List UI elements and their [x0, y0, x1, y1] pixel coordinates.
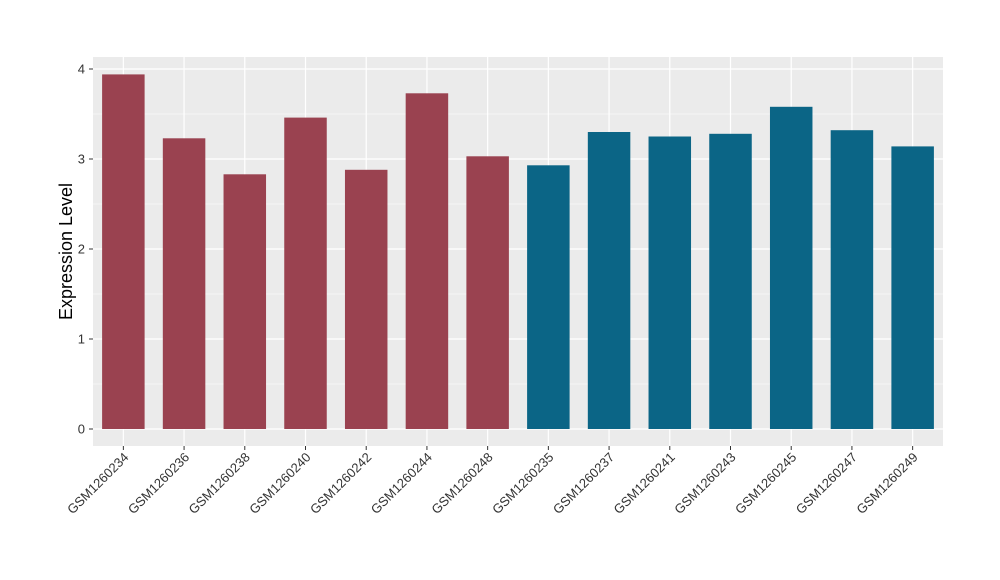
x-axis: GSM1260234GSM1260236GSM1260238GSM1260240… [64, 446, 921, 517]
bar-GSM1260237 [587, 132, 631, 429]
bar-GSM1260242 [344, 169, 388, 430]
y-tick-label: 2 [78, 242, 85, 257]
y-tick-label: 4 [78, 62, 85, 77]
x-tick-label: GSM1260237 [550, 450, 617, 517]
x-tick-label: GSM1260243 [671, 450, 738, 517]
plot-panel [93, 57, 943, 446]
bar-GSM1260248 [466, 156, 509, 430]
bar-GSM1260243 [709, 133, 752, 430]
y-axis: 0 1 2 3 4 [78, 62, 93, 437]
x-tick-label: GSM1260242 [307, 450, 374, 517]
x-tick-label: GSM1260234 [64, 450, 131, 517]
x-tick-label: GSM1260249 [853, 450, 920, 517]
x-tick-label: GSM1260245 [732, 450, 799, 517]
bar-GSM1260247 [830, 130, 874, 429]
y-axis-title: Expression Level [56, 183, 76, 320]
x-tick-label: GSM1260248 [428, 450, 495, 517]
bar-GSM1260238 [223, 174, 267, 429]
y-tick-label: 3 [78, 152, 85, 167]
bar-GSM1260241 [648, 136, 692, 429]
bar-GSM1260236 [162, 138, 206, 430]
x-tick-label: GSM1260240 [246, 450, 313, 517]
bar-GSM1260245 [769, 106, 813, 430]
x-tick-label: GSM1260247 [793, 450, 860, 517]
bars [102, 74, 934, 430]
x-tick-label: GSM1260244 [368, 450, 435, 517]
x-tick-label: GSM1260238 [186, 450, 253, 517]
y-tick-label: 1 [78, 332, 85, 347]
x-tick-label: GSM1260235 [489, 450, 556, 517]
bar-GSM1260235 [527, 165, 570, 430]
x-tick-label: GSM1260241 [611, 450, 678, 517]
y-tick-label: 0 [78, 422, 85, 437]
x-tick-label: GSM1260236 [125, 450, 192, 517]
bar-GSM1260244 [405, 93, 449, 430]
bar-GSM1260240 [284, 117, 327, 429]
bar-GSM1260249 [891, 146, 934, 429]
bar-GSM1260234 [102, 74, 145, 430]
